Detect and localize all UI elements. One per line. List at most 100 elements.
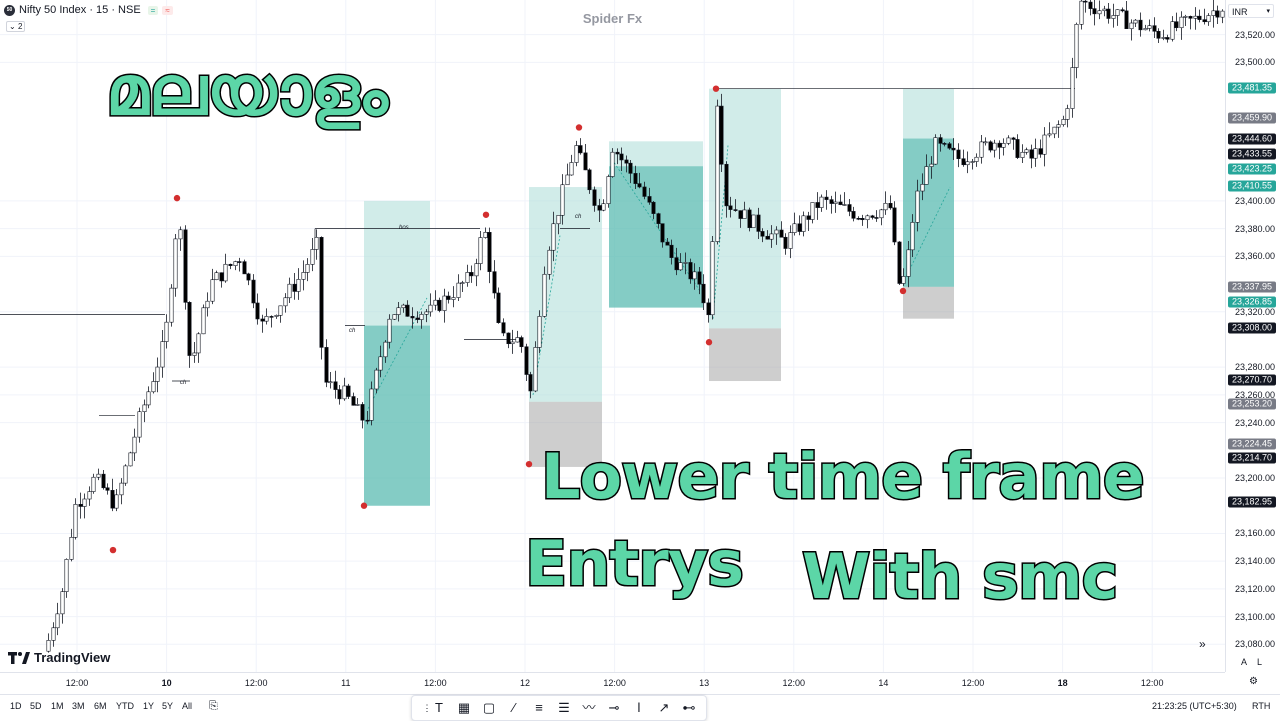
candle-down [110,490,115,509]
clock-time[interactable]: 21:23:25 (UTC+5:30) [1152,701,1237,711]
candle-down [1138,19,1143,31]
candle-up [819,196,824,208]
range-button-5y[interactable]: 5Y [162,701,174,711]
candle-up [1006,137,1011,144]
candle-up [474,263,479,277]
candle-up [901,276,906,284]
currency-selector[interactable]: INR ▾ [1228,4,1274,18]
vertical-line-icon[interactable]: ǀ [637,700,641,715]
indicator-collapse-button[interactable]: ⌄ 2 [6,21,26,32]
candle-up [792,223,797,233]
candle-up [196,333,201,354]
grid-pattern-icon[interactable]: ▦ [457,700,471,715]
settings-gear-icon[interactable]: ⚙ [1249,676,1258,687]
candle-up [64,559,69,592]
candle-down [1106,8,1111,19]
candle-up [537,316,542,348]
candle-down [783,236,788,249]
candle-down [1124,10,1129,30]
swing-point [109,546,117,554]
range-button-1m[interactable]: 1M [51,701,64,711]
candle-up [178,229,183,240]
candle-up [1147,25,1152,29]
range-button-ytd[interactable]: YTD [116,701,134,711]
candle-up [1193,15,1198,19]
candle-down [942,143,947,145]
price-chart[interactable]: bos ch ch ch [0,0,1225,672]
symbol-title[interactable]: Nifty 50 Index · 15 · NSE [19,4,141,16]
candle-up [456,282,461,298]
grip-icon[interactable]: ⋮ [422,703,432,713]
swing-point [899,287,907,295]
scroll-to-realtime-icon[interactable]: » [1199,637,1206,651]
candle-down [405,304,410,317]
price-tick: 23,500.00 [1234,57,1275,68]
candle-up [610,151,615,177]
price-label: 23,410.55 [1228,180,1276,192]
candle-down [637,183,642,188]
price-axis[interactable]: 23,520.00 23,500.00 23,400.00 23,380.00 23,3… [1225,0,1280,672]
price-label: 23,481.35 [1228,82,1276,94]
ch-label: ch [180,380,187,386]
session-toggle[interactable]: RTH [1252,701,1271,711]
candle-up [542,273,547,317]
time-tick: 18 [1057,678,1068,688]
horizontal-line-icon[interactable]: ⊸ [608,700,620,715]
ray-icon[interactable]: ⊷ [682,700,696,715]
candle-up [560,184,565,216]
candle-down [269,316,274,318]
candle-down [219,272,224,282]
text-tool-icon[interactable]: T [435,700,443,715]
price-label: 23,182.95 [1228,496,1276,508]
range-button-3m[interactable]: 3M [72,701,85,711]
range-button-6m[interactable]: 6M [94,701,107,711]
curve-icon[interactable]: ↗ [658,700,670,715]
path-icon[interactable]: 〰 [582,700,596,715]
candle-up [160,341,165,368]
candle-up [788,232,793,249]
range-button-1d[interactable]: 1D [10,701,22,711]
candle-up [46,640,51,652]
candle-down [829,199,834,204]
long-position-icon[interactable]: ☰ [558,700,570,715]
time-axis[interactable]: 12:00 10 12:00 11 12:00 12 12:00 13 12:00 14 12:00… [0,672,1225,695]
calendar-range-icon[interactable]: ⎘ [209,700,218,712]
auto-scale-button[interactable]: A [1241,657,1248,667]
log-scale-button[interactable]: L [1257,657,1263,667]
tradingview-brand: TradingView [34,650,111,665]
candle-up [73,504,78,538]
trendline-icon[interactable]: ⁄ [512,700,516,715]
candle-down [1165,37,1170,40]
candle-up [710,241,715,316]
candle-down [587,169,592,191]
candle-up [401,304,406,309]
price-tick: 23,280.00 [1234,362,1275,373]
candle-down [78,504,83,507]
time-tick: 13 [699,678,710,688]
range-button-all[interactable]: All [182,701,193,711]
malayalam-title: മലയാളം [105,51,390,133]
candle-up [305,264,310,273]
candle-up [223,263,228,282]
candle-up [114,494,119,509]
profit-zone [609,141,703,308]
fib-retracement-icon[interactable]: ≡ [535,700,543,715]
range-button-5d[interactable]: 5D [30,701,42,711]
rectangle-icon[interactable]: ▢ [482,700,496,715]
symbol-header[interactable]: 50 Nifty 50 Index · 15 · NSE = ≈ [4,3,173,17]
candle-up [929,163,934,167]
time-tick: 10 [161,678,172,688]
range-button-1y[interactable]: 1Y [143,701,155,711]
time-tick: 14 [878,678,889,688]
candle-down [1174,21,1179,29]
candle-up [810,202,815,220]
candle-down [988,141,993,151]
candle-up [1042,134,1047,155]
price-tick: 23,400.00 [1234,195,1275,206]
candle-up [883,202,888,211]
candle-down [674,257,679,271]
candle-down [469,272,474,277]
profit-zone [903,88,954,287]
candle-up [865,215,870,221]
profit-zone [529,187,602,402]
